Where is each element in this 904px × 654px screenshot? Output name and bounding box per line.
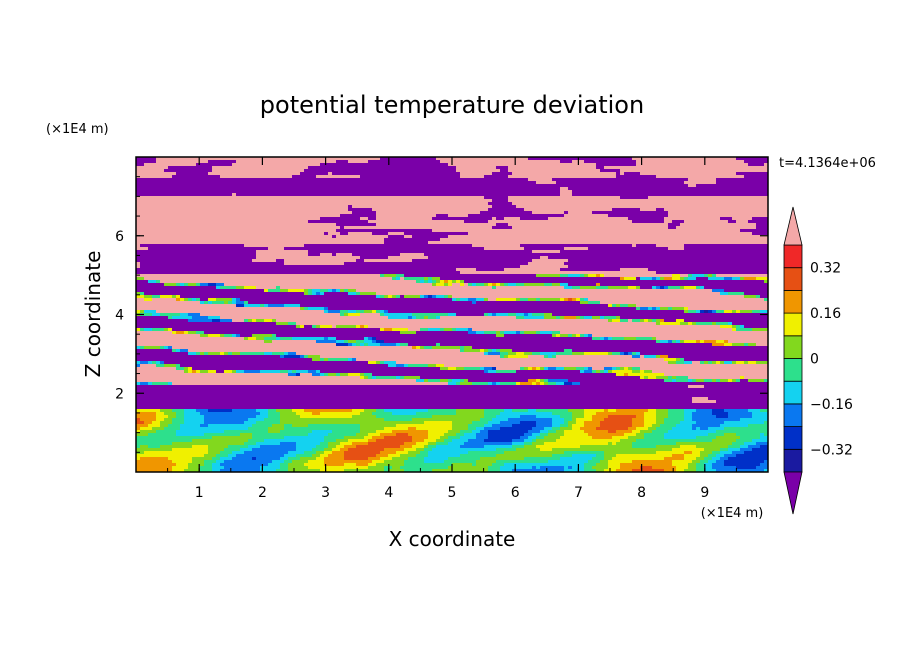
x-tick-label: 8	[637, 485, 646, 501]
colorbar-swatch	[783, 358, 803, 382]
colorbar-under-arrow	[783, 471, 803, 515]
colorbar-swatch	[783, 267, 803, 291]
time-label: t=4.1364e+06	[779, 156, 876, 171]
colorbar-swatch	[783, 380, 803, 405]
colorbar-swatch	[783, 289, 803, 314]
colorbar-swatch	[783, 403, 803, 427]
colorbar-swatch	[783, 244, 803, 269]
colorbar-tick-label: 0	[810, 352, 819, 368]
x-tick-label: 4	[384, 485, 393, 501]
colorbar-swatch	[783, 426, 803, 450]
x-tick-label: 1	[195, 485, 204, 501]
x-axis: 1 2 3 4 5 6 7 8 9	[167, 157, 737, 501]
y-axis-label: Z coordinate	[81, 251, 105, 378]
colorbar-over-arrow	[783, 206, 803, 246]
x-tick-label: 3	[321, 485, 330, 501]
x-tick-label: 6	[511, 485, 520, 501]
colorbar-swatch	[783, 448, 803, 473]
colorbar: 0.32 0.16 0 −0.16 −0.32	[783, 206, 853, 515]
colorbar-swatch	[783, 335, 803, 359]
colorbar-tick-label: −0.16	[810, 397, 853, 413]
x-unit-label: (×1E4 m)	[701, 506, 764, 521]
colorbar-tick-label: 0.16	[810, 306, 841, 322]
colorbar-tick-label: 0.32	[810, 261, 841, 277]
chart-title: potential temperature deviation	[260, 91, 644, 119]
colorbar-tick-label: −0.32	[810, 442, 853, 458]
y-axis: 2 4 6	[115, 176, 768, 453]
y-tick-label: 4	[115, 308, 124, 324]
y-tick-label: 6	[115, 229, 124, 245]
y-unit-label: (×1E4 m)	[46, 122, 109, 137]
x-tick-label: 7	[574, 485, 583, 501]
x-axis-label: X coordinate	[389, 527, 516, 551]
x-tick-label: 9	[700, 485, 709, 501]
y-tick-label: 2	[115, 386, 124, 402]
contour-field	[136, 157, 768, 472]
colorbar-swatch	[783, 312, 803, 337]
x-tick-label: 2	[258, 485, 267, 501]
x-tick-label: 5	[448, 485, 457, 501]
